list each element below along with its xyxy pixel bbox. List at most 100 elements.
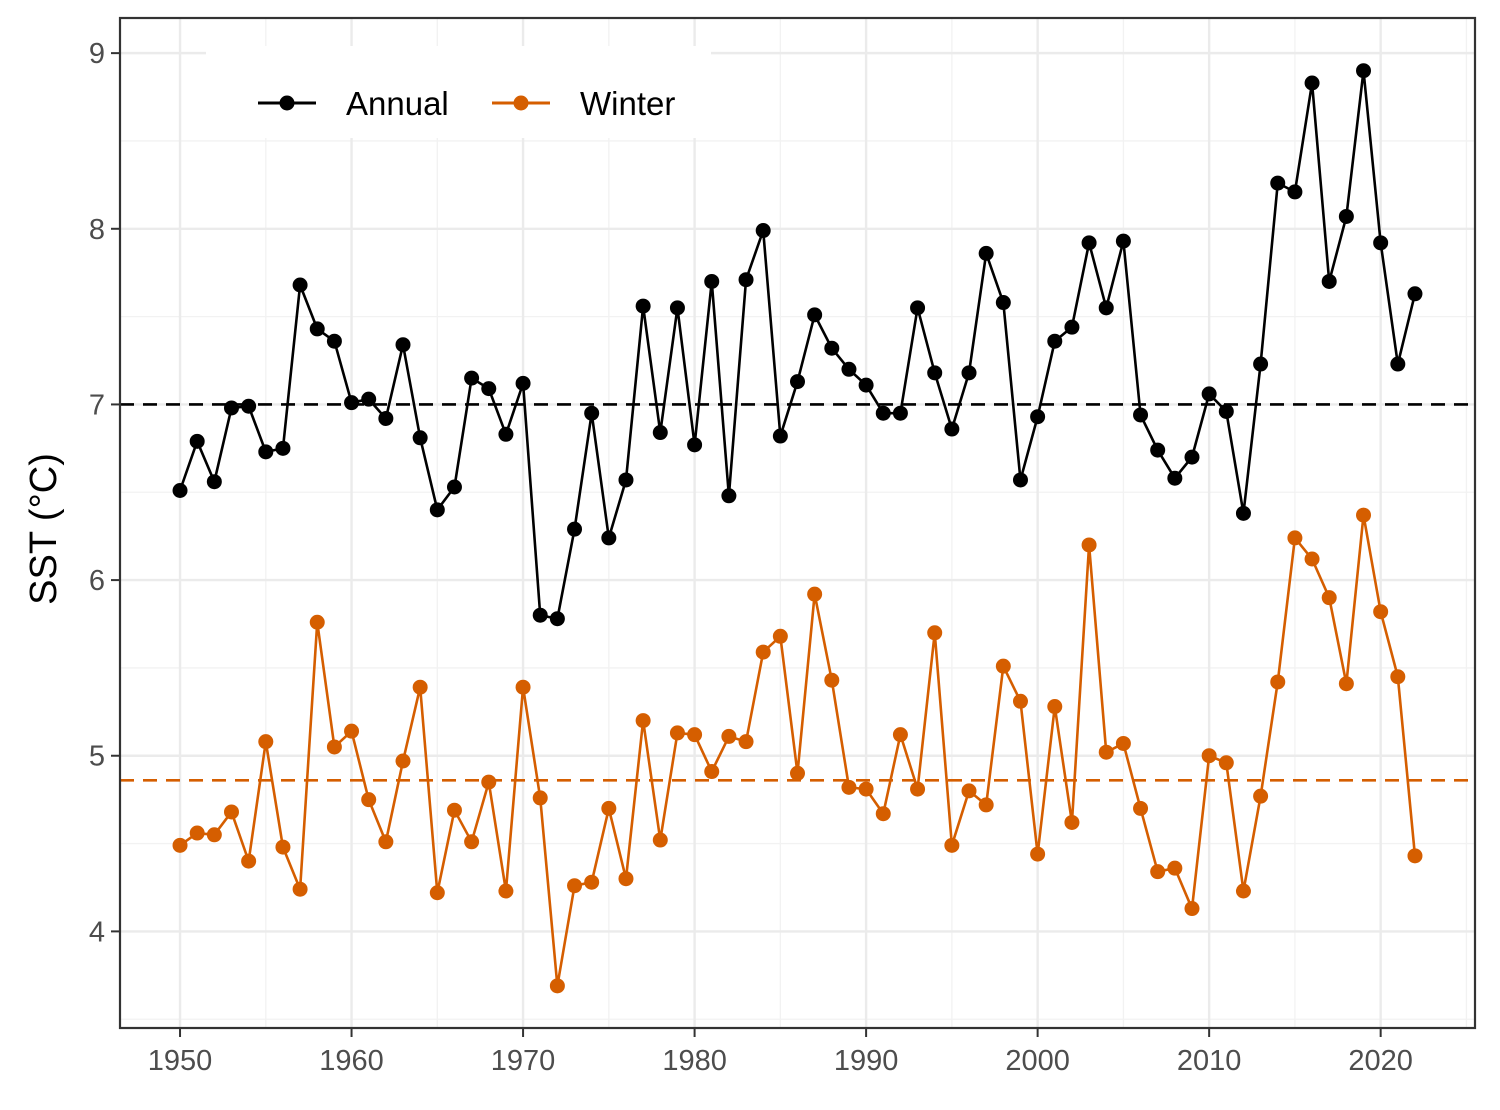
data-point-annual	[1133, 407, 1149, 423]
data-point-winter	[995, 658, 1011, 674]
data-point-winter	[858, 781, 874, 797]
data-point-annual	[241, 398, 257, 414]
data-point-annual	[669, 300, 685, 316]
data-point-winter	[206, 827, 222, 843]
data-point-annual	[1253, 356, 1269, 372]
data-point-winter	[978, 797, 994, 813]
y-tick-label: 4	[89, 916, 105, 948]
data-point-winter	[669, 725, 685, 741]
data-point-winter	[446, 802, 462, 818]
data-point-annual	[1356, 63, 1372, 79]
data-point-winter	[189, 825, 205, 841]
data-point-winter	[1115, 735, 1131, 751]
data-point-annual	[1373, 235, 1389, 251]
y-axis-title: SST (°C)	[23, 453, 65, 605]
legend-label-annual: Annual	[346, 85, 449, 122]
data-point-winter	[344, 723, 360, 739]
data-point-winter	[481, 774, 497, 790]
data-point-winter	[241, 853, 257, 869]
data-point-winter	[1098, 744, 1114, 760]
data-point-winter	[961, 783, 977, 799]
y-tick-labels: 4 5 6 7 8 9	[89, 38, 105, 948]
data-point-winter	[1064, 814, 1080, 830]
data-point-winter	[326, 739, 342, 755]
data-point-annual	[189, 433, 205, 449]
data-point-winter	[910, 781, 926, 797]
x-tick-label: 1990	[834, 1045, 899, 1077]
data-point-winter	[618, 871, 634, 887]
data-point-winter	[635, 713, 651, 729]
data-point-winter	[464, 834, 480, 850]
data-point-annual	[1012, 472, 1028, 488]
y-tick-label: 6	[89, 565, 105, 597]
data-point-annual	[429, 502, 445, 518]
grid-major	[120, 18, 1475, 1028]
data-point-annual	[601, 530, 617, 546]
data-point-annual	[1201, 386, 1217, 402]
data-point-annual	[1115, 233, 1131, 249]
data-point-winter	[1030, 846, 1046, 862]
data-point-annual	[892, 405, 908, 421]
series-layer	[172, 63, 1423, 994]
data-point-winter	[309, 614, 325, 630]
data-point-annual	[515, 375, 531, 391]
data-point-annual	[687, 437, 703, 453]
data-point-annual	[652, 425, 668, 441]
legend-background	[206, 46, 711, 138]
data-point-annual	[1150, 442, 1166, 458]
data-point-annual	[1338, 208, 1354, 224]
data-point-annual	[361, 391, 377, 407]
y-tick-label: 9	[89, 38, 105, 70]
data-point-winter	[1407, 848, 1423, 864]
data-point-winter	[275, 839, 291, 855]
data-point-winter	[1167, 860, 1183, 876]
x-tick-label: 2020	[1348, 1045, 1413, 1077]
data-point-annual	[772, 428, 788, 444]
y-tick-label: 5	[89, 741, 105, 773]
panel-background	[120, 18, 1475, 1028]
data-point-annual	[841, 361, 857, 377]
data-point-annual	[858, 377, 874, 393]
data-point-annual	[721, 488, 737, 504]
data-point-winter	[1012, 693, 1028, 709]
data-point-annual	[567, 521, 583, 537]
data-point-annual	[223, 400, 239, 416]
data-point-annual	[1407, 286, 1423, 302]
data-point-winter	[601, 800, 617, 816]
data-point-annual	[292, 277, 308, 293]
data-point-winter	[841, 779, 857, 795]
data-point-winter	[1270, 674, 1286, 690]
data-point-annual	[927, 365, 943, 381]
data-point-annual	[961, 365, 977, 381]
data-point-winter	[687, 727, 703, 743]
data-point-annual	[378, 410, 394, 426]
data-point-annual	[549, 611, 565, 627]
data-point-annual	[1270, 175, 1286, 191]
data-point-winter	[361, 792, 377, 808]
data-point-annual	[1184, 449, 1200, 465]
data-point-annual	[309, 321, 325, 337]
x-tick-label: 1960	[319, 1045, 384, 1077]
data-point-annual	[635, 298, 651, 314]
data-point-annual	[326, 333, 342, 349]
y-tick-label: 7	[89, 389, 105, 421]
data-point-winter	[721, 728, 737, 744]
legend-label-winter: Winter	[580, 85, 675, 122]
data-point-winter	[378, 834, 394, 850]
data-point-winter	[1201, 748, 1217, 764]
data-point-annual	[464, 370, 480, 386]
data-point-winter	[1373, 604, 1389, 620]
data-point-winter	[652, 832, 668, 848]
data-point-winter	[824, 672, 840, 688]
panel-border	[118, 16, 1477, 1030]
data-point-winter	[1047, 699, 1063, 715]
x-tick-labels: 1950 1960 1970 1980 1990 2000 2010 2020	[148, 1045, 1413, 1077]
data-point-annual	[824, 340, 840, 356]
data-point-annual	[875, 405, 891, 421]
data-point-winter	[738, 734, 754, 750]
data-point-winter	[1150, 864, 1166, 880]
data-point-winter	[1356, 507, 1372, 523]
data-point-winter	[1321, 590, 1337, 606]
